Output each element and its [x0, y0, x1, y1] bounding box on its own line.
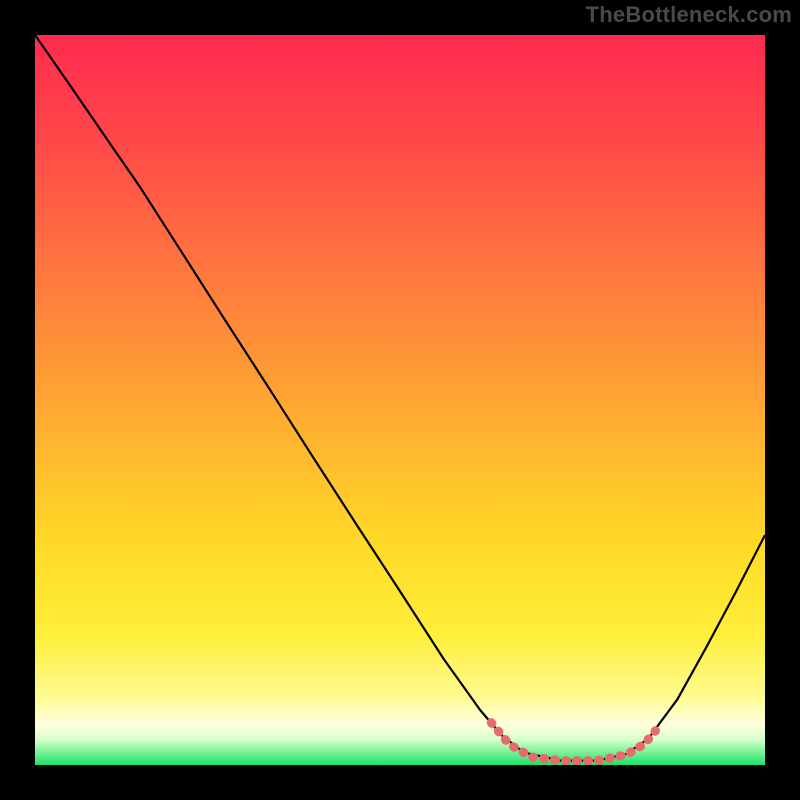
- watermark-label: TheBottleneck.com: [586, 2, 792, 28]
- bottleneck-chart: TheBottleneck.com: [0, 0, 800, 800]
- gradient-field: [35, 35, 765, 765]
- chart-canvas: [0, 0, 800, 800]
